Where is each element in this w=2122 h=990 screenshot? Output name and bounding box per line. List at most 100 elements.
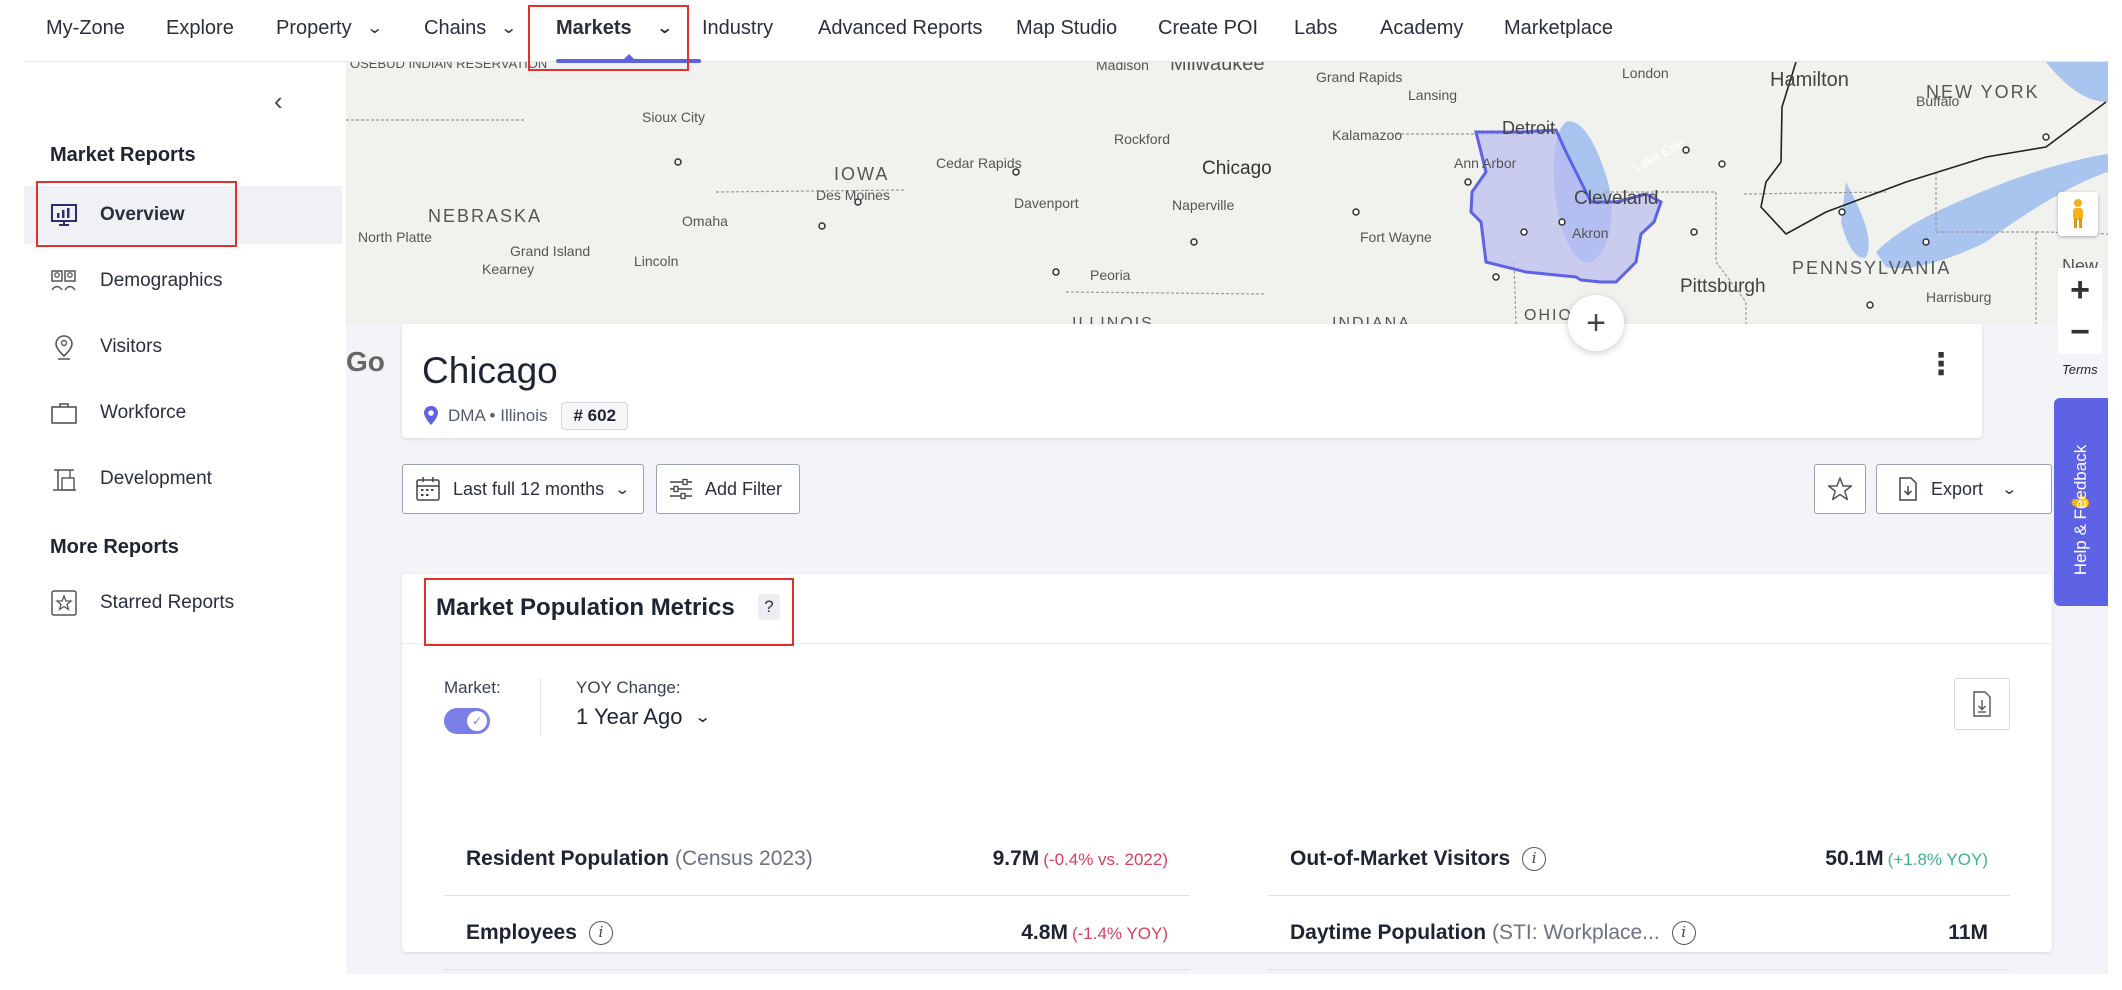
metric-row-daytime-population: Daytime Population (STI: Workplace... i 11…: [1268, 896, 2010, 970]
help-question-icon[interactable]: ?: [758, 594, 780, 620]
info-icon[interactable]: i: [1522, 846, 1547, 871]
map-label: OHIO: [1524, 307, 1573, 324]
metric-value: 50.1M (+1.8% YOY): [1825, 847, 1988, 871]
nav-map-studio[interactable]: Map Studio: [1016, 0, 1117, 56]
map[interactable]: OSEBUD INDIAN RESERVATION Sioux City IOW…: [346, 62, 2108, 324]
metric-name: Out-of-Market Visitors: [1290, 846, 1511, 870]
info-icon[interactable]: i: [588, 920, 613, 945]
nav-label: Markets: [556, 16, 632, 39]
export-dropdown[interactable]: Export ⌄: [1876, 464, 2052, 514]
market-boundary: [1469, 128, 1663, 284]
add-market-button[interactable]: +: [1568, 295, 1624, 351]
metric-name: Employees: [466, 920, 577, 944]
lake-erie: [1876, 154, 2108, 269]
metric-number: 11M: [1948, 920, 1988, 944]
sidebar-item-workforce[interactable]: Workforce: [24, 384, 342, 442]
rank-badge: # 602: [561, 402, 629, 430]
nav-label: Advanced Reports: [818, 16, 983, 39]
market-header-card: Chicago DMA • Illinois # 602 ⋮: [402, 324, 1982, 438]
sidebar-item-starred-reports[interactable]: Starred Reports: [24, 574, 342, 632]
nav-label: Academy: [1380, 16, 1464, 39]
city-markers: [674, 133, 2050, 309]
map-label: PENNSYLVANIA: [1792, 258, 1951, 278]
map-label: Kearney: [482, 261, 534, 277]
nav-marketplace[interactable]: Marketplace: [1504, 0, 1613, 56]
google-logo: Go: [346, 346, 385, 377]
nav-my-zone[interactable]: My-Zone: [46, 0, 125, 56]
market-toggle[interactable]: ✓: [444, 708, 490, 734]
help-feedback-tab[interactable]: ✋ Help & Feedback: [2054, 398, 2108, 606]
metric-source: (Census 2023): [675, 846, 813, 870]
metric-name: Resident Population: [466, 846, 670, 870]
nav-markets[interactable]: Markets ⌄: [556, 0, 674, 56]
download-button[interactable]: [1954, 678, 2010, 730]
metric-label: Resident Population (Census 2023): [466, 847, 813, 871]
nav-label: Labs: [1294, 16, 1338, 39]
metric-number: 9.7M: [992, 846, 1040, 870]
nav-label: Map Studio: [1016, 16, 1118, 39]
nav-advanced-reports[interactable]: Advanced Reports: [818, 0, 983, 56]
map-label: Lansing: [1408, 87, 1457, 103]
star-icon: [50, 589, 78, 617]
plus-icon: +: [1586, 303, 1606, 342]
metric-change: (-1.4% YOY): [1071, 923, 1168, 943]
market-population-metrics-card: Market Population Metrics ? Market: ✓ YO…: [402, 574, 2052, 970]
filter-sliders-icon: [669, 478, 693, 500]
lake-st-clair: [1841, 182, 1869, 258]
street-view-pegman-icon[interactable]: [2058, 192, 2098, 236]
map-label: Hamilton: [1770, 69, 1849, 91]
people-icon: [50, 267, 78, 295]
map-label: Omaha: [682, 213, 728, 229]
star-icon: [1827, 476, 1853, 502]
nav-label: Property: [276, 16, 352, 39]
market-toggle-label: Market:: [444, 678, 501, 697]
chevron-down-icon: ⌄: [2001, 481, 2018, 498]
yoy-change-dropdown[interactable]: 1 Year Ago ⌄: [576, 704, 712, 730]
info-icon[interactable]: i: [1671, 920, 1696, 945]
briefcase-icon: [50, 399, 78, 427]
nav-property[interactable]: Property ⌄: [276, 0, 383, 56]
export-file-icon: [1897, 477, 1919, 501]
nav-chains[interactable]: Chains ⌄: [424, 0, 518, 56]
calendar-icon: [415, 476, 441, 502]
nav-industry[interactable]: Industry: [702, 0, 773, 56]
map-terms-link[interactable]: Terms: [2062, 362, 2098, 377]
metric-row-employees: Employees i 4.8M (-1.4% YOY): [444, 896, 1190, 970]
map-label: Detroit: [1502, 118, 1555, 138]
map-label: Fort Wayne: [1360, 229, 1432, 245]
nav-academy[interactable]: Academy: [1380, 0, 1463, 56]
more-options-icon[interactable]: ⋮: [1926, 348, 1956, 381]
nav-labs[interactable]: Labs: [1294, 0, 1337, 56]
sidebar-item-overview[interactable]: Overview: [24, 186, 342, 244]
map-label: Akron: [1572, 225, 1609, 241]
active-caret: [623, 54, 635, 60]
map-label: London: [1622, 65, 1669, 81]
map-label: Lincoln: [634, 253, 678, 269]
map-label: ILLINOIS: [1072, 315, 1154, 324]
nav-explore[interactable]: Explore: [166, 0, 234, 56]
date-range-dropdown[interactable]: Last full 12 months ⌄: [402, 464, 644, 514]
sidebar-item-visitors[interactable]: Visitors: [24, 318, 342, 376]
nav-label: Chains: [424, 16, 487, 39]
chart-icon: [50, 201, 78, 229]
star-report-button[interactable]: [1814, 464, 1866, 514]
nav-create-poi[interactable]: Create POI: [1158, 0, 1258, 56]
map-label: Kalamazoo: [1332, 127, 1402, 143]
map-label: Lake Erie: [1630, 136, 1686, 175]
metrics-header: Market Population Metrics ?: [402, 574, 2052, 644]
sidebar-item-demographics[interactable]: Demographics: [24, 252, 342, 310]
collapse-sidebar-icon[interactable]: ‹: [274, 86, 283, 116]
nav-label: Explore: [166, 16, 234, 39]
metric-change: (+1.8% YOY): [1887, 849, 1988, 869]
zoom-in-button[interactable]: +: [2058, 268, 2102, 312]
lake-ontario: [2046, 62, 2108, 102]
map-label: NEW YORK: [1926, 82, 2040, 102]
map-label: IOWA: [834, 164, 889, 184]
sidebar-item-development[interactable]: Development: [24, 450, 342, 508]
active-underline: [556, 59, 701, 63]
chevron-down-icon: ⌄: [655, 20, 674, 37]
zoom-out-button[interactable]: −: [2058, 310, 2102, 354]
add-filter-button[interactable]: Add Filter: [656, 464, 800, 514]
map-label: Grand Rapids: [1316, 69, 1402, 85]
add-filter-label: Add Filter: [705, 478, 783, 499]
